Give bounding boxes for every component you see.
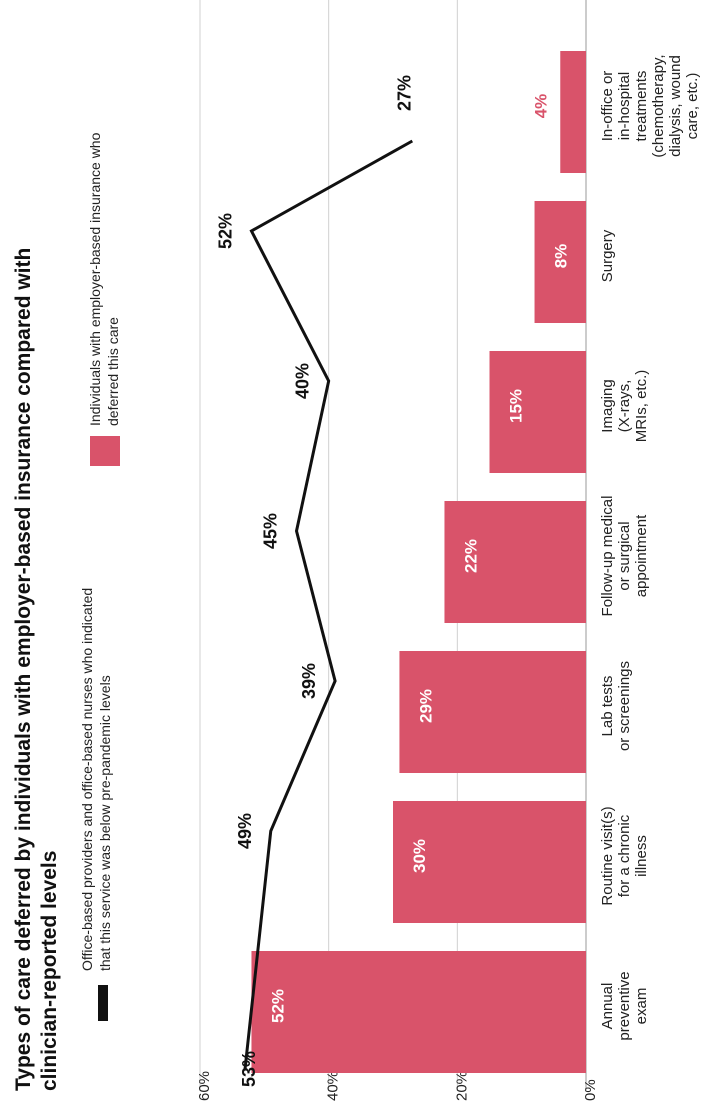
legend-line-text: that this service was below pre-pandemic… <box>97 675 113 971</box>
bar-value-label: 22% <box>461 539 480 573</box>
line-value-label: 53% <box>239 1051 259 1087</box>
category-label-line: Routine visit(s) <box>599 806 616 905</box>
y-tick-label: 40% <box>325 1071 342 1101</box>
category-label-line: appointment <box>633 514 650 597</box>
category-label-line: preventive <box>616 971 633 1040</box>
bar-value-label: 4% <box>531 94 550 119</box>
category-label-line: in-hospital <box>616 72 633 140</box>
bar <box>534 201 586 323</box>
line-value-label: 49% <box>235 813 255 849</box>
category-label-line: Follow-up medical <box>599 496 616 617</box>
category-labels: Annual preventive exam Routine visit(s) for … <box>599 54 701 1040</box>
category-label-line: for a chronic <box>616 814 633 897</box>
bar <box>560 51 586 173</box>
line-series <box>243 139 414 1070</box>
bar <box>393 801 586 923</box>
chart-title-line: Types of care deferred by individuals wi… <box>12 248 35 1091</box>
y-tick-label: 20% <box>453 1071 470 1101</box>
category-label-line: illness <box>633 835 650 877</box>
chart-title-text: Types of care deferred by individuals wi… <box>12 248 61 1091</box>
bar-value-label: 8% <box>552 244 571 269</box>
bar <box>251 951 586 1073</box>
category-label-line: In-office or <box>599 71 616 142</box>
legend: Office-based providers and office-based … <box>79 132 121 1021</box>
line-value-label: 40% <box>293 363 313 399</box>
bar <box>444 501 587 623</box>
category-label-line: care, etc.) <box>684 73 701 140</box>
rotated-chart-frame: 0% 20% 40% 60% 52% 30% 29% 22% 15% 8% 4% 53% 49% 39… <box>12 0 701 1101</box>
legend-bar-text: Individuals with employer-based insuranc… <box>87 132 103 426</box>
bar-value-label: 52% <box>268 989 287 1023</box>
category-label-line: Surgery <box>599 229 616 282</box>
category-label-line: (chemotherapy, <box>650 54 667 157</box>
category-label-line: Lab tests <box>599 676 616 737</box>
bar <box>489 351 586 473</box>
bar-value-label: 30% <box>410 839 429 873</box>
category-label-line: exam <box>633 988 650 1025</box>
line-value-label: 39% <box>299 663 319 699</box>
trend-line <box>243 139 414 1070</box>
bar-value-labels: 52% 30% 29% 22% 15% 8% 4% <box>268 94 570 1023</box>
category-label-line: MRIs, etc.) <box>633 370 650 443</box>
line-value-label: 52% <box>215 213 235 249</box>
bar-value-label: 29% <box>416 689 435 723</box>
y-tick-label: 60% <box>196 1071 213 1101</box>
category-label-line: (X-rays, <box>616 380 633 433</box>
line-value-label: 45% <box>261 513 281 549</box>
line-value-labels: 53% 49% 39% 45% 40% 52% 27% <box>215 75 414 1087</box>
bar-series <box>251 51 587 1073</box>
legend-bar-text: deferred this care <box>105 317 121 426</box>
category-label-line: treatments <box>633 71 650 142</box>
category-label-line: Annual <box>599 983 616 1030</box>
y-tick-label: 0% <box>582 1079 599 1101</box>
legend-bar-swatch <box>90 436 120 466</box>
category-label-line: or screenings <box>616 661 633 751</box>
legend-line-swatch <box>98 985 108 1021</box>
line-value-label: 27% <box>394 75 414 111</box>
category-label-line: dialysis, wound <box>667 55 684 157</box>
category-label-line: or surgical <box>616 521 633 590</box>
bar <box>399 651 586 773</box>
category-label-line: Imaging <box>599 379 616 432</box>
bar-value-label: 15% <box>507 389 526 423</box>
chart-title: Types of care deferred by individuals wi… <box>12 248 61 1091</box>
chart-title-line: clinician-reported levels <box>38 851 61 1091</box>
legend-line-text: Office-based providers and office-based … <box>79 588 95 971</box>
y-axis-ticks: 0% 20% 40% 60% <box>196 1071 599 1101</box>
